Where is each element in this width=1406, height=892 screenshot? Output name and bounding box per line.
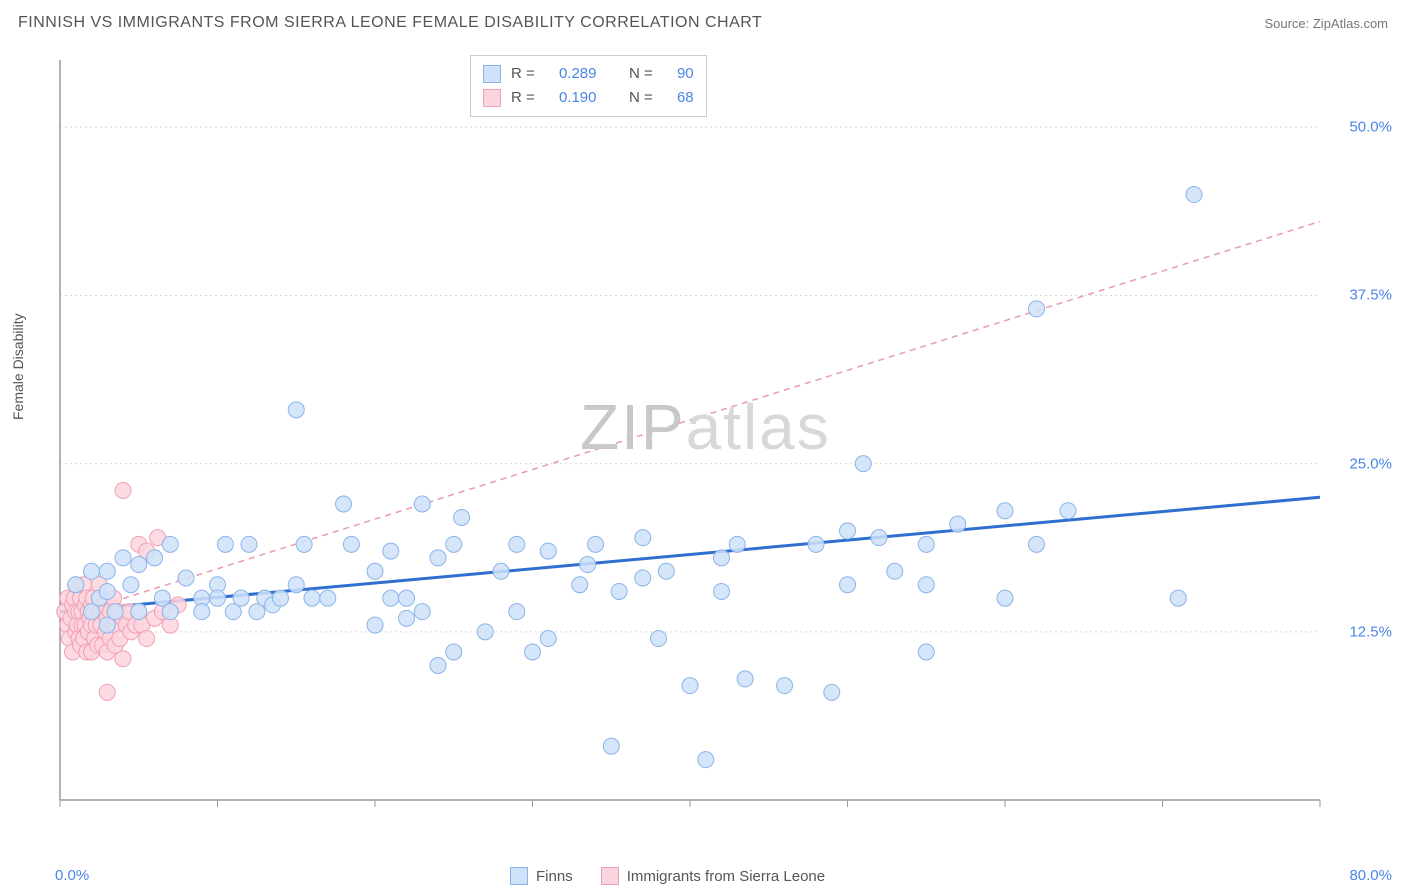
legend-item-sierra: Immigrants from Sierra Leone — [601, 867, 825, 885]
stats-legend: R = 0.289 N = 90 R = 0.190 N = 68 — [470, 55, 707, 117]
swatch-sierra-icon — [483, 89, 501, 107]
legend-item-finns: Finns — [510, 867, 573, 885]
x-tick-left: 0.0% — [55, 867, 89, 884]
swatch-finns-icon — [483, 65, 501, 83]
y-tick-label: 37.5% — [1349, 287, 1392, 304]
y-tick-label: 12.5% — [1349, 623, 1392, 640]
y-tick-label: 50.0% — [1349, 119, 1392, 136]
chart-area — [50, 50, 1370, 830]
bottom-legend: Finns Immigrants from Sierra Leone — [510, 867, 825, 885]
swatch-finns-icon — [510, 867, 528, 885]
legend-label-finns: Finns — [536, 868, 573, 885]
legend-label-sierra: Immigrants from Sierra Leone — [627, 868, 825, 885]
y-tick-label: 25.0% — [1349, 455, 1392, 472]
y-axis-label: Female Disability — [10, 313, 26, 420]
stats-row-1: R = 0.289 N = 90 — [483, 62, 694, 86]
stats-row-2: R = 0.190 N = 68 — [483, 86, 694, 110]
x-tick-right: 80.0% — [1349, 867, 1392, 884]
chart-title: FINNISH VS IMMIGRANTS FROM SIERRA LEONE … — [18, 14, 762, 32]
source-label: Source: ZipAtlas.com — [1264, 16, 1388, 31]
swatch-sierra-icon — [601, 867, 619, 885]
scatter-plot — [50, 50, 1370, 830]
